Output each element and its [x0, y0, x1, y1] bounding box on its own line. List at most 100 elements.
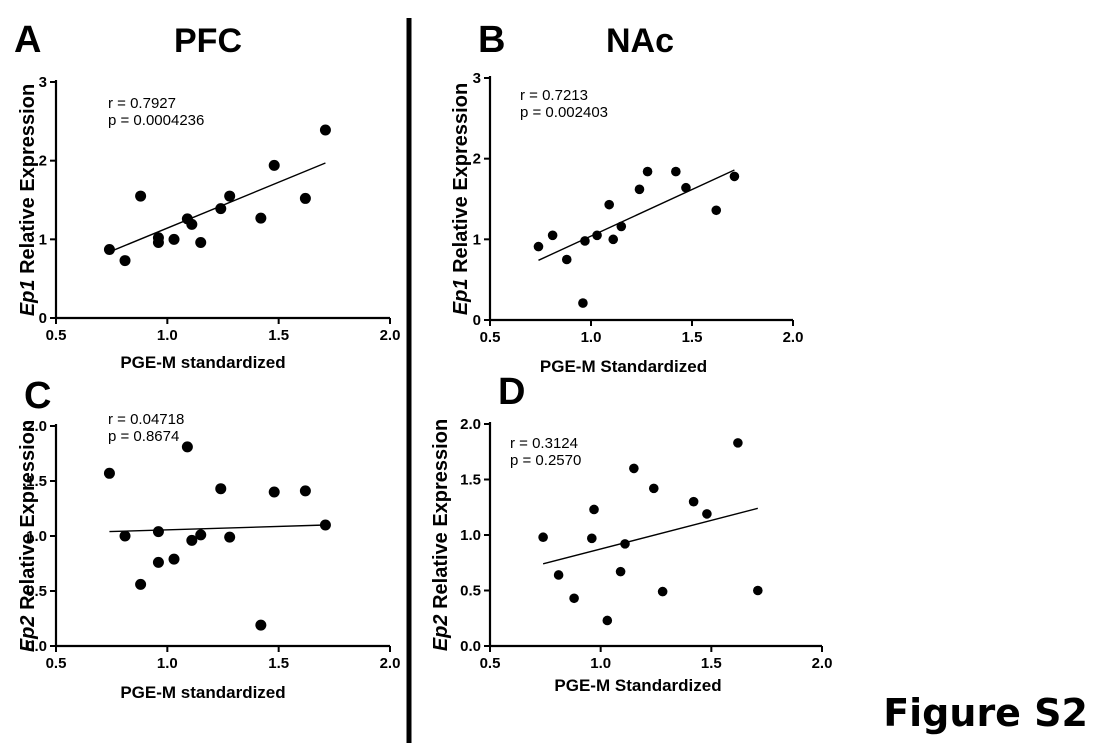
- data-point: [135, 578, 147, 590]
- y-tick-label: 2.0: [460, 416, 481, 433]
- y-axis-gene: Ep2: [430, 614, 452, 651]
- data-point: [181, 441, 193, 453]
- data-point: [119, 255, 131, 267]
- y-axis-label-rest: Relative Expression: [430, 419, 452, 615]
- y-tick-label: 1.0: [26, 528, 47, 545]
- y-axis-label: Ep1 Relative Expression: [17, 84, 39, 316]
- correlation-p: p = 0.8674: [108, 428, 179, 445]
- data-point: [224, 531, 236, 543]
- data-point: [578, 298, 588, 308]
- data-point: [634, 184, 645, 195]
- correlation-p: p = 0.2570: [510, 452, 581, 469]
- x-tick-label: 1.0: [590, 655, 611, 672]
- y-tick-label: 1: [39, 231, 47, 248]
- data-point: [168, 233, 180, 245]
- data-point: [255, 619, 267, 631]
- data-point: [602, 615, 613, 626]
- data-point: [629, 463, 639, 474]
- y-tick-label: 3: [473, 70, 481, 87]
- figure-label: Figure S2: [883, 691, 1088, 735]
- data-point: [753, 585, 763, 596]
- y-tick-label: 0.0: [460, 638, 481, 655]
- x-axis-label: PGE-M Standardized: [554, 676, 721, 695]
- correlation-r: r = 0.3124: [510, 435, 578, 452]
- data-point: [657, 586, 668, 597]
- data-point: [733, 438, 743, 448]
- regression-line: [538, 169, 735, 261]
- y-tick-label: 2: [473, 151, 481, 168]
- region-label-nac: NAc: [606, 22, 674, 60]
- panel-letter: C: [24, 375, 51, 417]
- data-point: [215, 483, 227, 495]
- data-point: [186, 218, 198, 230]
- panel-letter: A: [14, 19, 41, 61]
- y-axis-label-rest: Relative Expression: [17, 84, 39, 280]
- data-point: [553, 570, 564, 580]
- data-point: [533, 241, 544, 252]
- panel-letter: B: [478, 19, 505, 61]
- x-tick-label: 1.5: [682, 329, 703, 346]
- data-point: [152, 556, 164, 568]
- data-point: [561, 254, 572, 265]
- x-tick-label: 0.5: [46, 327, 67, 344]
- data-point: [103, 244, 115, 256]
- y-tick-label: 0: [39, 310, 47, 327]
- data-point: [592, 230, 602, 241]
- y-tick-label: 0.5: [26, 583, 47, 600]
- x-tick-label: 0.5: [480, 655, 501, 672]
- data-point: [615, 566, 626, 577]
- data-point: [255, 212, 267, 224]
- x-tick-label: 2.0: [812, 655, 833, 672]
- data-point: [538, 532, 548, 543]
- correlation-r: r = 0.04718: [108, 411, 184, 428]
- x-axis-label: PGE-M standardized: [120, 683, 285, 702]
- data-point: [195, 236, 207, 248]
- data-point: [616, 221, 627, 232]
- data-point: [648, 483, 659, 494]
- y-axis-label-rest: Relative Expression: [17, 420, 39, 616]
- data-point: [729, 171, 740, 182]
- y-axis-label: Ep2 Relative Expression: [430, 419, 452, 651]
- y-tick-label: 2: [39, 153, 47, 170]
- data-point: [215, 203, 227, 215]
- panel-letter: D: [498, 371, 525, 413]
- data-point: [608, 234, 619, 245]
- y-tick-label: 1.5: [26, 473, 47, 490]
- y-axis-gene: Ep2: [17, 615, 39, 652]
- correlation-r: r = 0.7213: [520, 87, 588, 104]
- correlation-p: p = 0.002403: [520, 104, 608, 121]
- data-point: [152, 526, 164, 538]
- x-tick-label: 1.5: [268, 655, 289, 672]
- data-point: [195, 529, 207, 541]
- data-point: [671, 166, 681, 177]
- data-point: [319, 519, 331, 531]
- data-point: [168, 553, 180, 565]
- x-tick-label: 1.5: [268, 327, 289, 344]
- data-point: [681, 182, 691, 193]
- data-point: [569, 593, 579, 604]
- y-tick-label: 1.5: [460, 472, 481, 489]
- data-point: [135, 190, 147, 202]
- x-tick-label: 2.0: [380, 327, 401, 344]
- y-tick-label: 0.0: [26, 638, 47, 655]
- data-point: [620, 539, 630, 549]
- regression-line: [542, 507, 758, 565]
- y-axis-label-rest: Relative Expression: [450, 83, 472, 279]
- data-point: [103, 467, 115, 479]
- x-axis-label: PGE-M standardized: [120, 353, 285, 372]
- x-tick-label: 2.0: [783, 329, 804, 346]
- data-point: [319, 124, 331, 136]
- y-axis-label: Ep1 Relative Expression: [450, 83, 472, 315]
- data-point: [580, 236, 590, 246]
- data-point: [589, 504, 599, 515]
- y-tick-label: 0.5: [460, 583, 481, 600]
- correlation-r: r = 0.7927: [108, 95, 176, 112]
- data-point: [299, 192, 311, 204]
- y-axis-label: Ep2 Relative Expression: [17, 420, 39, 652]
- y-tick-label: 3: [39, 74, 47, 91]
